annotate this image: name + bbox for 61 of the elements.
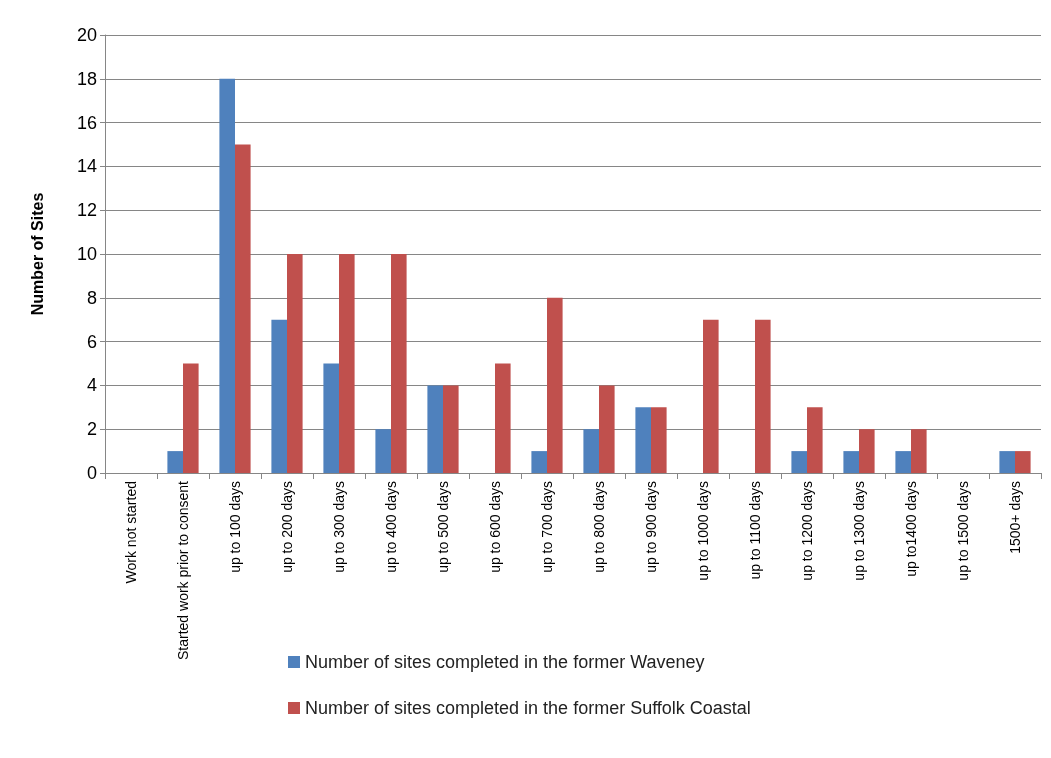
x-tick-label: up to 400 days	[383, 481, 399, 573]
x-tick-label: up to 1500 days	[955, 481, 971, 581]
x-tick-label: up to 800 days	[591, 481, 607, 573]
y-tick-label: 10	[76, 244, 97, 264]
bar	[755, 319, 771, 473]
x-tick-label: 1500+ days	[1007, 481, 1023, 554]
y-tick-label: 20	[76, 25, 97, 45]
x-tick-label: up to 700 days	[539, 481, 555, 573]
y-tick-label: 4	[86, 375, 97, 396]
y-tick-label: 6	[86, 331, 97, 352]
bar	[235, 144, 251, 473]
x-tick-label: up to 100 days	[227, 481, 243, 573]
bar	[599, 385, 615, 473]
x-tick-label: Work not started	[123, 481, 139, 584]
y-tick-label: 0	[86, 463, 97, 483]
x-tick-label: up to 900 days	[643, 481, 659, 573]
bar	[895, 451, 911, 473]
bar	[843, 451, 859, 473]
bar	[583, 429, 599, 473]
bar	[791, 451, 807, 473]
x-tick-label: up to 300 days	[331, 481, 347, 573]
y-tick-label: 8	[86, 287, 97, 308]
x-tick-label: up to 1000 days	[695, 481, 711, 581]
bar	[1015, 451, 1031, 473]
bar	[531, 451, 547, 473]
bar	[271, 319, 287, 473]
x-tick-label: up to 200 days	[279, 481, 295, 573]
bar	[495, 363, 511, 473]
bar	[635, 407, 651, 473]
bar	[391, 254, 407, 473]
bar	[443, 385, 459, 473]
y-axis-title: Number of Sites	[28, 192, 46, 316]
legend-label: Number of sites completed in the former Suffolk Coastal	[305, 698, 751, 718]
bar	[547, 297, 563, 473]
x-tick-label: up to 1300 days	[851, 481, 867, 581]
bar	[167, 451, 183, 473]
bar	[183, 363, 199, 473]
bar	[859, 429, 875, 473]
bar	[287, 254, 303, 473]
bar	[427, 385, 443, 473]
legend-label: Number of sites completed in the former Waveney	[305, 652, 705, 672]
bar	[807, 407, 823, 473]
bar	[375, 429, 391, 473]
bar	[219, 78, 235, 473]
x-tick-label: Started work prior to consent	[175, 480, 191, 660]
y-tick-label: 14	[76, 156, 97, 177]
bar	[911, 429, 927, 473]
bar	[323, 363, 339, 473]
bar	[703, 319, 719, 473]
y-tick-label: 18	[76, 68, 97, 89]
bar	[651, 407, 667, 473]
x-tick-label: up to1400 days	[903, 481, 919, 577]
bar	[999, 451, 1015, 473]
bar	[339, 254, 355, 473]
x-tick-label: up to 600 days	[487, 481, 503, 573]
y-tick-label: 16	[76, 112, 97, 133]
x-tick-label: up to 500 days	[435, 481, 451, 573]
y-tick-label: 12	[76, 200, 97, 221]
x-tick-label: up to 1200 days	[799, 481, 815, 581]
x-tick-label: up to 1100 days	[747, 481, 763, 580]
y-tick-label: 2	[86, 419, 97, 440]
